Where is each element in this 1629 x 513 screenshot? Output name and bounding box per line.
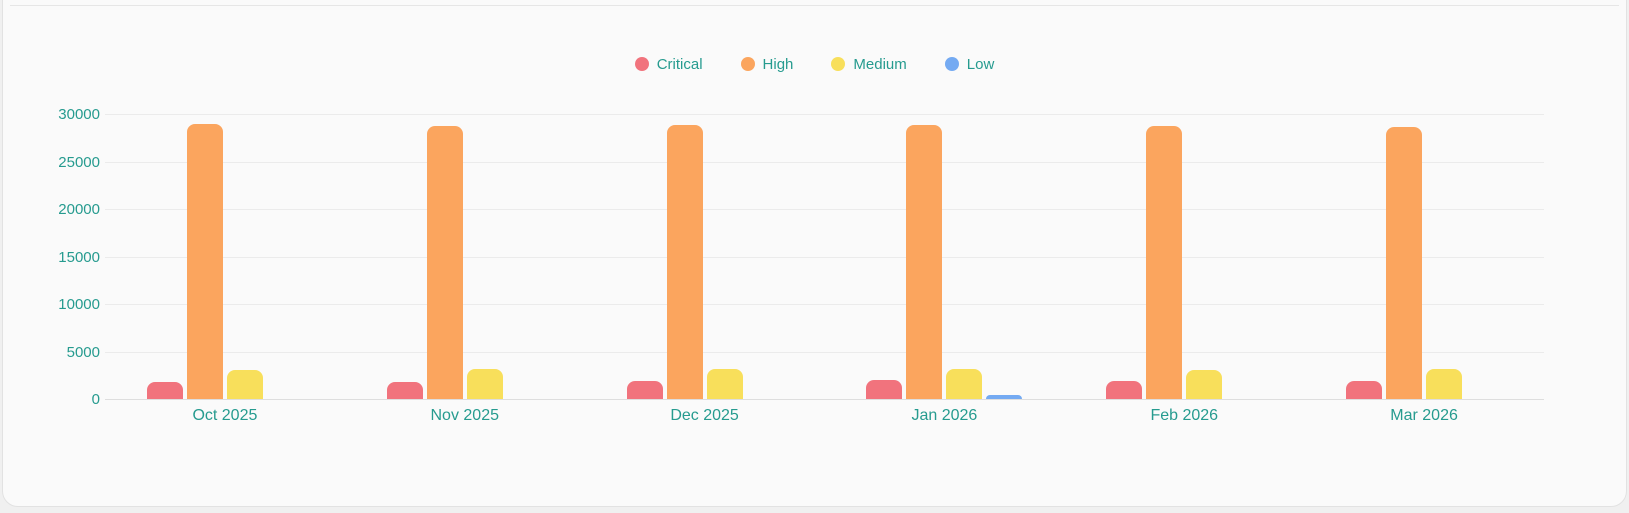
legend-item-critical[interactable]: Critical (634, 55, 703, 73)
card-top-divider (10, 5, 1619, 6)
legend-marker-high-icon (740, 57, 755, 71)
x-axis-label-jan-2026: Jan 2026 (911, 407, 978, 424)
bar-medium-feb-2026[interactable] (1186, 369, 1223, 399)
y-axis-label-10000: 10000 (58, 296, 100, 313)
bar-medium-dec-2025[interactable] (706, 369, 743, 399)
bar-critical-nov-2025[interactable] (386, 381, 423, 399)
bar-high-feb-2026[interactable] (1146, 126, 1183, 399)
legend-marker-low-icon (944, 57, 959, 71)
legend-label-high: High (762, 55, 794, 73)
x-axis-label-oct-2025: Oct 2025 (192, 407, 258, 424)
bar-medium-nov-2025[interactable] (466, 369, 503, 399)
legend-label-critical: Critical (656, 55, 703, 73)
bar-critical-dec-2025[interactable] (626, 381, 663, 399)
chart-legend: Critical High Medium Low (0, 54, 1629, 74)
x-axis-label-feb-2026: Feb 2026 (1150, 407, 1219, 424)
x-axis-line (105, 399, 1544, 400)
legend-marker-medium-icon (831, 57, 846, 71)
x-axis-label-dec-2025: Dec 2025 (670, 407, 739, 424)
gridline-30000 (105, 114, 1544, 115)
gridline-20000 (105, 209, 1544, 210)
y-axis-label-30000: 30000 (58, 106, 100, 123)
legend-item-high[interactable]: High (740, 55, 794, 73)
x-axis-label-mar-2026: Mar 2026 (1390, 407, 1458, 424)
bar-critical-oct-2025[interactable] (146, 381, 183, 399)
bar-high-dec-2025[interactable] (666, 125, 703, 399)
legend-label-low: Low (966, 55, 995, 73)
bar-high-jan-2026[interactable] (906, 124, 943, 399)
legend-label-medium: Medium (853, 55, 907, 73)
bar-medium-oct-2025[interactable] (226, 369, 263, 399)
y-axis-label-25000: 25000 (58, 153, 100, 171)
gridline-10000 (105, 304, 1544, 305)
bar-medium-jan-2026[interactable] (946, 368, 983, 399)
bar-high-mar-2026[interactable] (1386, 126, 1423, 399)
y-axis-label-20000: 20000 (58, 201, 100, 218)
bar-medium-mar-2026[interactable] (1426, 369, 1463, 399)
gridline-15000 (105, 256, 1544, 258)
bar-critical-mar-2026[interactable] (1346, 380, 1383, 399)
legend-item-medium[interactable]: Medium (831, 55, 907, 73)
y-axis-label-5000: 5000 (66, 343, 100, 361)
bar-high-oct-2025[interactable] (186, 124, 223, 399)
y-axis-label-0: 0 (91, 391, 100, 408)
gridline-5000 (105, 351, 1544, 353)
legend-marker-critical-icon (634, 57, 649, 71)
gridline-25000 (105, 161, 1544, 163)
bar-critical-feb-2026[interactable] (1106, 380, 1143, 399)
bar-low-jan-2026[interactable] (986, 394, 1023, 399)
bar-critical-jan-2026[interactable] (866, 380, 903, 399)
x-axis-label-nov-2025: Nov 2025 (430, 407, 500, 424)
y-axis-label-15000: 15000 (58, 248, 100, 266)
bar-high-nov-2025[interactable] (426, 125, 463, 399)
legend-item-low[interactable]: Low (944, 55, 995, 73)
